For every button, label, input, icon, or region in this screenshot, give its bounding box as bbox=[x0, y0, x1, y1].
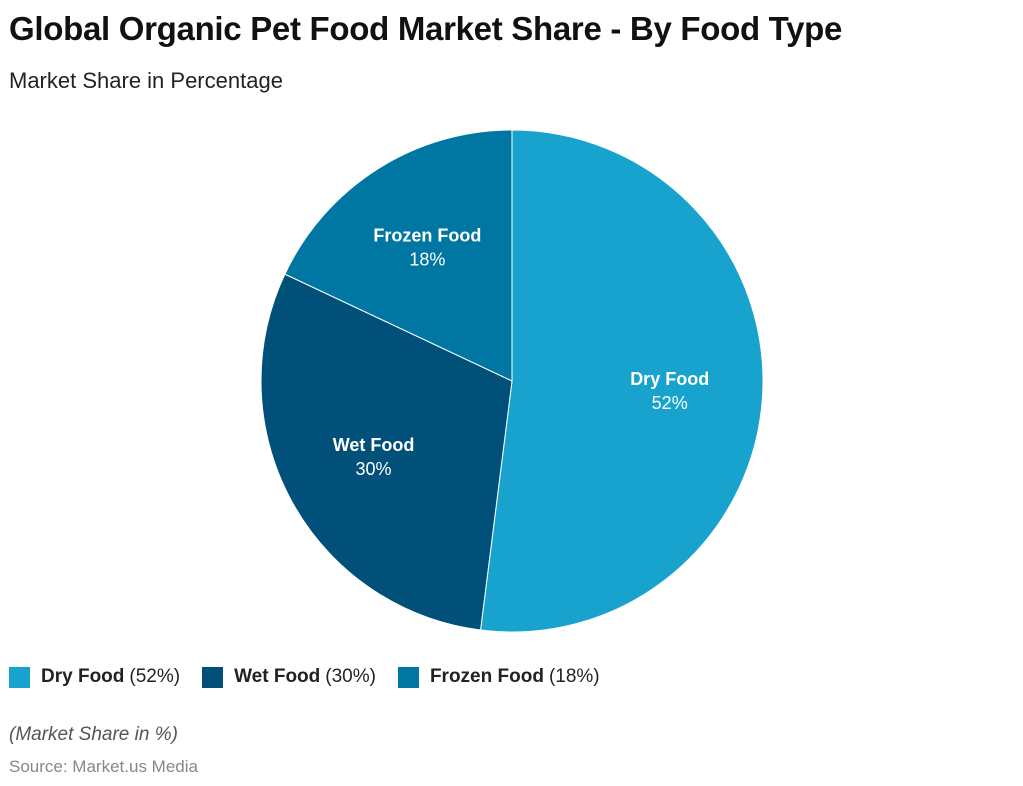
legend-item-dry-food: Dry Food (52%) bbox=[9, 666, 180, 688]
legend-swatch bbox=[397, 666, 419, 688]
pie-slice-frozen-food bbox=[284, 129, 513, 382]
legend-value: (52%) bbox=[129, 666, 181, 687]
slice-value: 52% bbox=[652, 393, 688, 413]
chart-title: Global Organic Pet Food Market Share - B… bbox=[9, 10, 843, 47]
slice-value: 18% bbox=[409, 250, 445, 270]
slice-value: 30% bbox=[356, 459, 392, 479]
legend-swatch bbox=[9, 666, 30, 688]
legend-value: (18%) bbox=[548, 666, 600, 687]
slice-label: Wet Food bbox=[333, 435, 415, 455]
legend-item-wet-food: Wet Food (30%) bbox=[202, 666, 376, 688]
legend-item-frozen-food: Frozen Food (18%) bbox=[397, 666, 600, 688]
pie-slice-wet-food bbox=[260, 273, 513, 631]
chart-source: Source: Market.us Media bbox=[9, 757, 198, 776]
legend-label: Dry Food bbox=[41, 666, 125, 687]
legend: Dry Food (52%) Wet Food (30%) Frozen Food(… bbox=[9, 666, 600, 688]
slice-label: Dry Food bbox=[630, 369, 709, 389]
legend-label: Frozen Food bbox=[429, 666, 544, 687]
chart-subtitle: Market Share in Percentage bbox=[9, 68, 283, 93]
chart-note: (Market Share in %) bbox=[9, 724, 178, 745]
legend-swatch bbox=[202, 666, 224, 688]
pie-slice-dry-food bbox=[479, 129, 764, 633]
pie-chart: Dry Food 52% Wet Food 30% Frozen Food 18% bbox=[260, 129, 764, 633]
legend-value: (30%) bbox=[325, 666, 376, 687]
legend-label: Wet Food bbox=[234, 666, 321, 687]
slice-label: Frozen Food bbox=[373, 226, 481, 246]
